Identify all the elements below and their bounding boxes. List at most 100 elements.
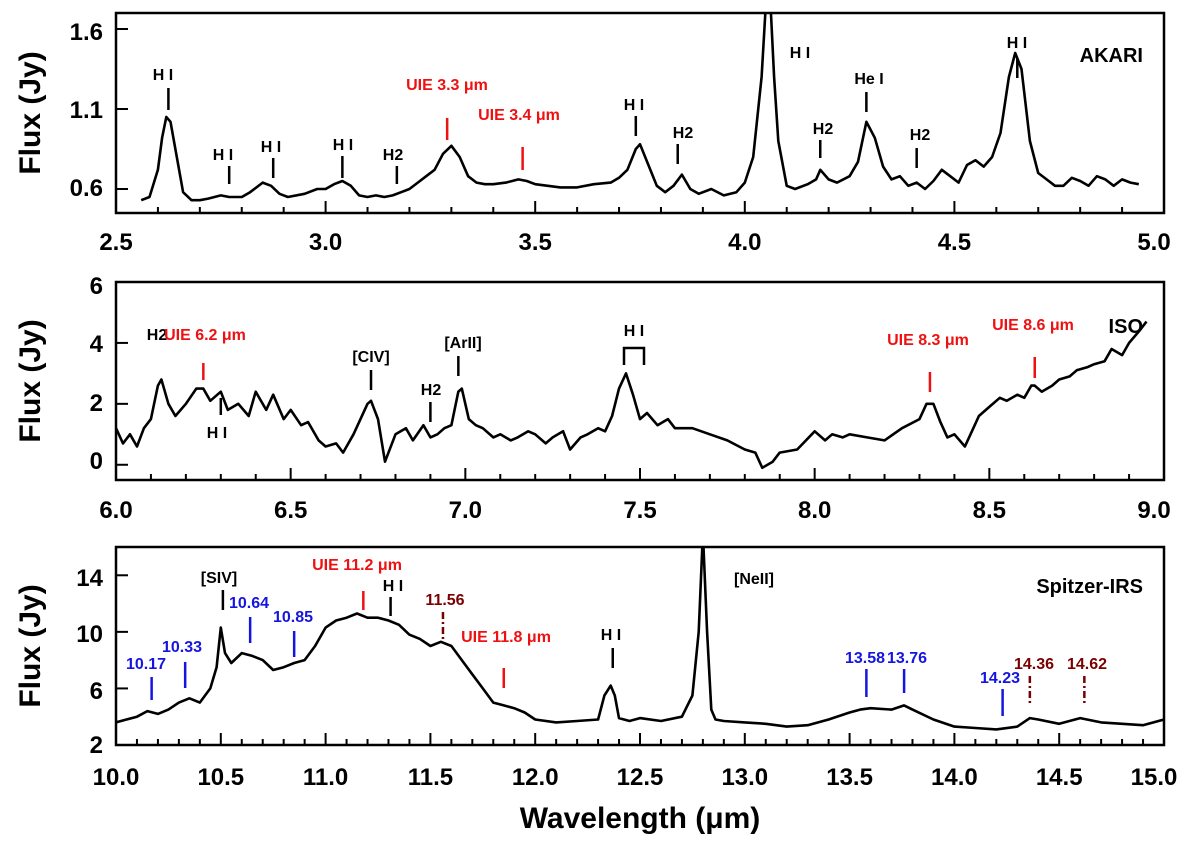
y-axis-label: Flux (Jy) [14,319,47,442]
annotation-label: 13.58 [845,650,885,667]
line-annotation: H I H I H I H I H2 UIE 3.3 μm UIE 3.4 μm… [153,35,1027,164]
annotation-label: UIE 11.2 μm [312,557,402,574]
plot-frame [114,545,1166,747]
x-tick-label: 13.0 [721,764,768,791]
y-tick-label: 0.6 [70,175,103,202]
line-markers [167,58,1019,184]
x-tick-label: 11.5 [408,764,453,791]
annotation-label: H I [383,578,403,595]
x-tick-label: 12.5 [617,764,664,791]
y-tick-label: 4 [90,331,104,358]
annotation-label: [SIV] [201,570,237,587]
annotation-label: H I [333,137,353,154]
x-tick-label: 7.5 [623,497,656,524]
y-tick-label: 1.1 [70,97,103,124]
annotation-label: He I [854,71,883,88]
line-markers [202,356,1036,422]
doublet-bracket [622,346,646,365]
x-tick-label: 4.0 [728,229,761,256]
panel-label: AKARI [1080,45,1143,67]
y-tick-label: 10 [76,621,103,648]
y-tick-label: 6 [90,678,103,705]
axis-ticks [115,281,1165,480]
y-tick-label: 2 [90,732,103,759]
annotation-label: UIE 8.6 μm [992,317,1074,334]
annotation-label: 14.62 [1067,656,1107,673]
x-tick-label: 6.0 [99,497,132,524]
x-tick-label: 14.0 [931,764,978,791]
x-tick-label: 12.0 [512,764,559,791]
annotation-label: UIE 8.3 μm [887,332,969,349]
annotation-label: H2 [421,382,442,399]
axis-ticks [115,574,1165,746]
spectrum-line [116,547,1164,731]
annotation-label: H2 [147,327,168,344]
annotation-label: H2 [673,125,694,142]
x-tick-label: 3.5 [519,229,552,256]
x-tick-label: 11.0 [303,764,348,791]
annotation-label: UIE 3.3 μm [406,77,488,94]
y-tick-label: 0 [90,448,103,475]
line-annotation: 10.17 10.33 [SIV] 10.64 10.85 UIE 11.2 μ… [126,557,1107,687]
annotation-label: [ArII] [444,335,481,352]
y-tick-label: 2 [90,390,103,417]
annotation-label: 14.23 [980,670,1020,687]
spectrum-line [116,320,1148,470]
x-tick-label: 8.5 [973,497,1006,524]
annotation-label: H I [213,147,233,164]
spectrum-line [140,13,1140,202]
annotation-label: UIE 11.8 μm [461,629,551,646]
annotation-label: H I [207,425,227,442]
annotation-label: 14.36 [1014,656,1054,673]
annotation-label: H I [601,627,621,644]
annotation-label: 10.33 [162,639,202,656]
panel-iso: 6 4 2 0 6.0 6.5 7.0 7.5 8.0 8.5 9.0 Flux… [14,273,1171,524]
annotation-label: H I [261,139,281,156]
x-tick-label: 3.0 [309,229,342,256]
x-tick-label: 2.5 [99,229,132,256]
annotation-label: [CIV] [352,349,389,366]
x-tick-label: 14.5 [1036,764,1083,791]
annotation-label: H2 [383,147,404,164]
panel-label: ISO [1109,316,1143,338]
annotation-label: H I [1007,35,1027,52]
y-axis-label: Flux (Jy) [14,584,47,707]
annotation-label: UIE 3.4 μm [478,107,560,124]
y-tick-label: 6 [90,273,103,300]
line-markers [150,590,1086,716]
x-tick-label: 8.0 [798,497,831,524]
x-tick-label: 10.5 [197,764,244,791]
axis-ticks [115,28,1165,213]
annotation-label: 13.76 [887,650,927,667]
annotation-label: [NeII] [734,571,774,588]
x-tick-label: 13.5 [826,764,873,791]
annotation-label: H2 [813,121,834,138]
annotation-label: H I [153,67,173,84]
y-tick-label: 14 [76,565,103,592]
annotation-label: H I [624,97,644,114]
annotation-label: 10.64 [229,595,269,612]
annotation-label: UIE 6.2 μm [164,327,246,344]
x-tick-label: 7.0 [449,497,482,524]
x-tick-label: 15.0 [1131,764,1178,791]
x-axis-label: Wavelength (μm) [520,802,761,835]
y-tick-label: 1.6 [70,19,103,46]
annotation-label: H I [624,323,644,340]
annotation-label: 11.56 [425,592,464,609]
x-tick-label: 4.5 [938,229,971,256]
panel-akari: 1.6 1.1 0.6 2.5 3.0 3.5 4.0 4.5 5.0 Flux… [14,11,1171,256]
panel-spitzer-irs: 14 10 6 2 10.0 10.5 11.0 11.5 12.0 12.5 … [14,545,1178,791]
annotation-label: 10.17 [126,656,166,673]
annotation-label: H2 [910,127,931,144]
x-tick-label: 6.5 [274,497,307,524]
y-axis-label: Flux (Jy) [14,51,47,174]
annotation-label: 10.85 [273,609,313,626]
panel-label: Spitzer-IRS [1036,576,1143,598]
annotation-label: H I [790,45,810,62]
plot-frame [114,280,1166,482]
plot-frame [114,11,1166,215]
line-annotation: H2 UIE 6.2 μm H I [CIV] H2 [ArII] H I UI… [147,317,1074,442]
x-tick-label: 9.0 [1137,497,1170,524]
x-tick-label: 5.0 [1137,229,1170,256]
